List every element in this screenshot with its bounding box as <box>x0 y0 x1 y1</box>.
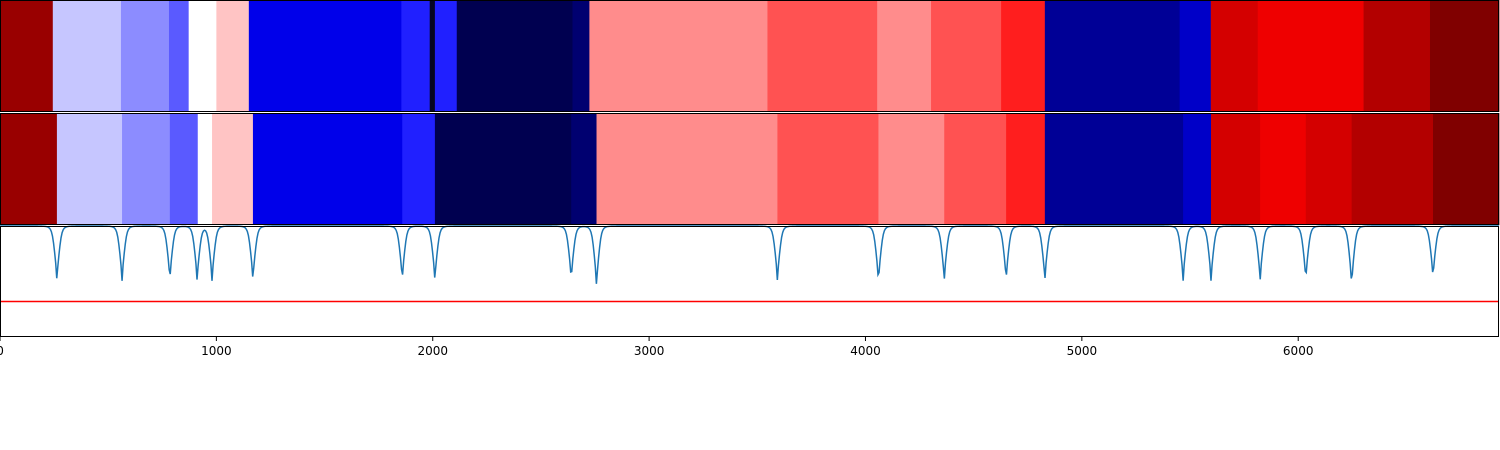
heatmap-cell <box>1305 113 1353 225</box>
heatmap-cell <box>197 113 213 225</box>
heatmap-cell <box>122 113 171 225</box>
heatmap-cell <box>1211 113 1261 225</box>
heatmap-cell <box>248 0 402 112</box>
heatmap-cell <box>1363 0 1431 112</box>
heatmap-cell <box>52 0 122 112</box>
heatmap-cell <box>571 113 597 225</box>
heatmap-cell <box>767 0 878 112</box>
heatmap-cell <box>1006 113 1046 225</box>
heatmap-cell <box>0 0 54 112</box>
x-axis: 0 1000 2000 3000 4000 5000 6000 <box>0 337 1313 358</box>
heatmap-cell <box>429 0 436 112</box>
signal-panel <box>0 225 1499 303</box>
heatmap-cell <box>456 0 573 112</box>
heatmap-cell <box>402 113 436 225</box>
heatmap-cell <box>434 0 458 112</box>
heatmap-row-2 <box>0 113 1500 225</box>
heatmap-cell <box>168 0 190 112</box>
x-tick-label: 2000 <box>417 344 448 358</box>
heatmap-cell <box>1257 0 1364 112</box>
x-tick-label: 3000 <box>634 344 665 358</box>
heatmap-row-1 <box>0 0 1500 112</box>
heatmap-cell <box>56 113 123 225</box>
heatmap-cell <box>188 0 217 112</box>
heatmap-cell <box>1179 0 1212 112</box>
heatmap-cell <box>1044 0 1181 112</box>
heatmap-cell <box>589 0 768 112</box>
heatmap-cell <box>1260 113 1307 225</box>
heatmap-cell <box>212 113 254 225</box>
heatmap-cell <box>877 0 932 112</box>
panel-frame <box>0 226 1499 337</box>
heatmap-cell <box>878 113 945 225</box>
heatmap-cell <box>434 113 572 225</box>
heatmap-cell <box>1001 0 1046 112</box>
heatmap-cell <box>777 113 879 225</box>
heatmap-cell <box>252 113 403 225</box>
panel-frame <box>0 113 1499 225</box>
heatmap-cell <box>120 0 170 112</box>
heatmap-cell <box>596 113 778 225</box>
heatmap-cell <box>1429 0 1500 112</box>
heatmap-cell <box>1433 113 1500 225</box>
x-tick-label: 6000 <box>1283 344 1314 358</box>
heatmap-cell <box>0 113 58 225</box>
heatmap-cell <box>401 0 431 112</box>
heatmap-cell <box>1210 0 1259 112</box>
heatmap-cell <box>216 0 250 112</box>
heatmap-cell <box>572 0 590 112</box>
heatmap-cell <box>1044 113 1184 225</box>
signal-line <box>0 225 1499 284</box>
heatmap-cell <box>944 113 1007 225</box>
heatmap-cell <box>1351 113 1434 225</box>
heatmap-cell <box>931 0 1002 112</box>
x-tick-label: 4000 <box>850 344 881 358</box>
heatmap-cell <box>169 113 199 225</box>
panel-frame <box>0 0 1499 112</box>
axes-frames <box>0 0 1499 337</box>
x-tick-label: 0 <box>0 344 4 358</box>
x-tick-label: 1000 <box>201 344 232 358</box>
x-tick-label: 5000 <box>1067 344 1098 358</box>
heatmap-cell <box>1183 113 1212 225</box>
